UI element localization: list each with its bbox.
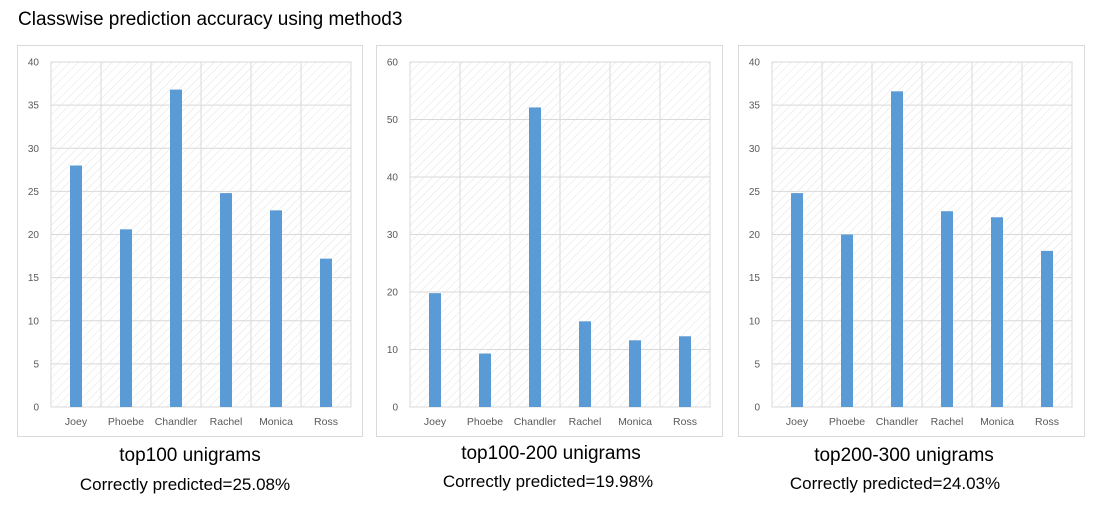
y-tick-label: 60 bbox=[387, 58, 399, 69]
bar-joey bbox=[429, 293, 441, 407]
bar-chart-2: 0 10 20 30 40 50 60 Joey Phoebe Chandler Rachel Mon… bbox=[387, 58, 711, 428]
y-tick-label: 0 bbox=[392, 403, 398, 414]
bar-chandler bbox=[170, 89, 182, 407]
x-tick-label: Joey bbox=[424, 416, 447, 428]
chart-3-accuracy: Correctly predicted=24.03% bbox=[789, 474, 1001, 493]
chart-1-title: top100 unigrams bbox=[119, 445, 261, 466]
chart-2-accuracy: Correctly predicted=19.98% bbox=[442, 472, 654, 491]
bar-rachel bbox=[579, 321, 591, 407]
x-tick-label: Chandler bbox=[155, 416, 198, 428]
x-tick-label: Rachel bbox=[931, 416, 964, 428]
chart-panel-3: 0 5 10 15 20 25 30 35 40 Joey Phoebe Chandler Rachel… bbox=[738, 45, 1085, 437]
x-tick-label: Ross bbox=[314, 416, 338, 428]
bar-joey bbox=[791, 193, 803, 407]
y-tick-label: 25 bbox=[749, 187, 761, 198]
x-tick-label: Phoebe bbox=[108, 416, 144, 428]
x-tick-label: Joey bbox=[786, 416, 809, 428]
y-tick-label: 40 bbox=[28, 58, 40, 69]
chart-1-accuracy: Correctly predicted=25.08% bbox=[79, 475, 291, 494]
x-tick-label: Rachel bbox=[569, 416, 602, 428]
y-tick-label: 35 bbox=[28, 101, 40, 112]
bar-rachel bbox=[220, 193, 232, 407]
bar-chandler bbox=[891, 91, 903, 407]
y-tick-label: 30 bbox=[28, 144, 40, 155]
y-tick-label: 0 bbox=[33, 403, 39, 414]
x-tick-label: Rachel bbox=[210, 416, 243, 428]
x-tick-label: Ross bbox=[673, 416, 697, 428]
x-tick-label: Chandler bbox=[876, 416, 919, 428]
y-tick-label: 10 bbox=[28, 316, 40, 327]
y-tick-label: 20 bbox=[28, 230, 40, 241]
bar-rachel bbox=[941, 211, 953, 407]
y-tick-label: 15 bbox=[28, 273, 40, 284]
bar-phoebe bbox=[479, 353, 491, 407]
bar-ross bbox=[320, 258, 332, 407]
x-tick-label: Joey bbox=[65, 416, 88, 428]
chart-panel-1: 0 5 10 15 20 25 30 35 40 Joey Phoebe Chandler Rachel… bbox=[17, 45, 363, 437]
chart-2-title: top100-200 unigrams bbox=[461, 443, 641, 464]
y-tick-label: 10 bbox=[387, 345, 399, 356]
y-tick-label: 20 bbox=[387, 288, 399, 299]
bar-monica bbox=[991, 217, 1003, 407]
y-tick-label: 20 bbox=[749, 230, 761, 241]
y-tick-label: 0 bbox=[754, 403, 760, 414]
y-tick-label: 30 bbox=[387, 230, 399, 241]
x-tick-label: Phoebe bbox=[829, 416, 865, 428]
x-tick-label: Monica bbox=[618, 416, 652, 428]
y-tick-label: 5 bbox=[33, 359, 39, 370]
chart-panel-2: 0 10 20 30 40 50 60 Joey Phoebe Chandler Rachel Mon… bbox=[376, 45, 723, 437]
y-tick-label: 40 bbox=[387, 173, 399, 184]
y-tick-label: 30 bbox=[749, 144, 761, 155]
x-tick-label: Monica bbox=[980, 416, 1014, 428]
x-tick-label: Chandler bbox=[514, 416, 557, 428]
x-tick-label: Monica bbox=[259, 416, 293, 428]
x-tick-label: Ross bbox=[1035, 416, 1059, 428]
bar-chandler bbox=[529, 107, 541, 408]
y-tick-label: 10 bbox=[749, 316, 761, 327]
bar-ross bbox=[679, 336, 691, 407]
y-tick-label: 5 bbox=[754, 359, 760, 370]
chart-3-title: top200-300 unigrams bbox=[814, 445, 994, 466]
x-tick-label: Phoebe bbox=[467, 416, 503, 428]
bar-phoebe bbox=[841, 234, 853, 407]
bar-phoebe bbox=[120, 229, 132, 407]
bar-monica bbox=[270, 210, 282, 407]
y-tick-label: 15 bbox=[749, 273, 761, 284]
page-title: Classwise prediction accuracy using meth… bbox=[18, 9, 403, 30]
bar-joey bbox=[70, 165, 82, 407]
bar-monica bbox=[629, 340, 641, 407]
bar-ross bbox=[1041, 250, 1053, 407]
bar-chart-1: 0 5 10 15 20 25 30 35 40 Joey Phoebe Chandler Rachel… bbox=[28, 58, 352, 428]
bar-chart-3: 0 5 10 15 20 25 30 35 40 Joey Phoebe Chandler Rachel… bbox=[749, 58, 1073, 428]
y-tick-label: 25 bbox=[28, 187, 40, 198]
y-tick-label: 35 bbox=[749, 101, 761, 112]
y-tick-label: 50 bbox=[387, 115, 399, 126]
y-tick-label: 40 bbox=[749, 58, 761, 69]
